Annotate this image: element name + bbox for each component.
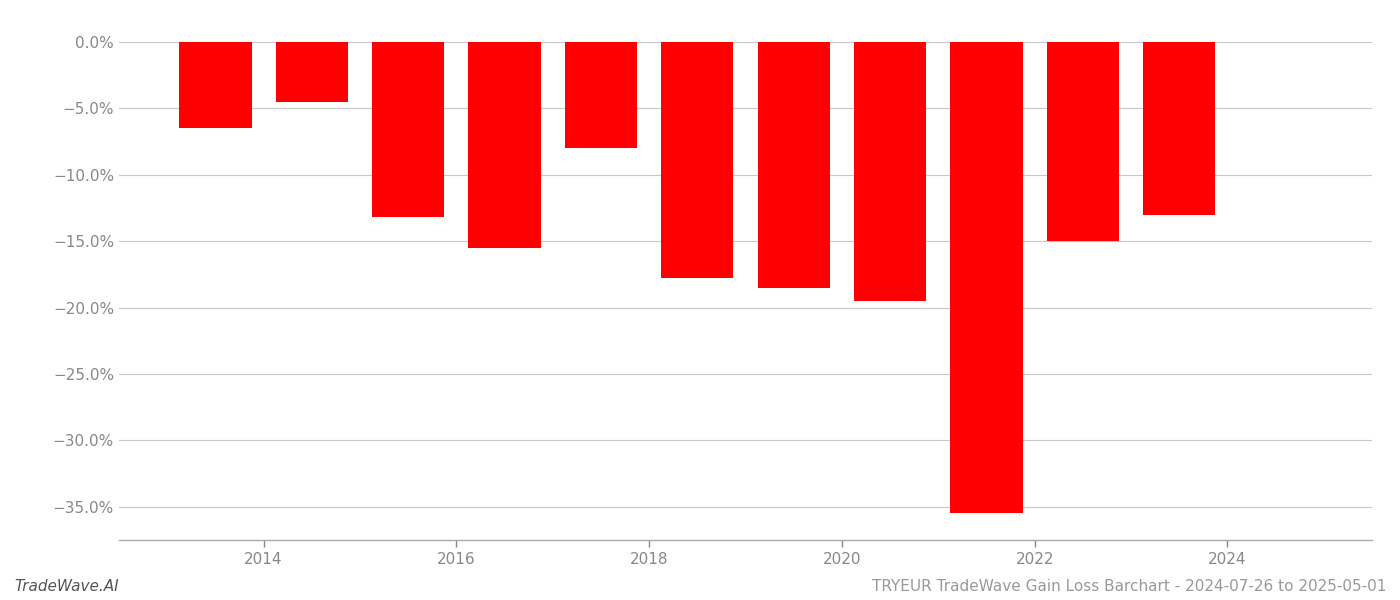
Bar (564, 42, 637, 148)
Text: TRYEUR TradeWave Gain Loss Barchart - 2024-07-26 to 2025-05-01: TRYEUR TradeWave Gain Loss Barchart - 20… (872, 579, 1386, 594)
Bar (469, 42, 540, 248)
Bar (1142, 42, 1215, 215)
Bar (276, 42, 349, 101)
Bar (757, 42, 830, 287)
Bar (854, 42, 927, 301)
Text: TradeWave.AI: TradeWave.AI (14, 579, 119, 594)
Bar (179, 42, 252, 128)
Bar (951, 42, 1022, 514)
Bar (661, 42, 734, 278)
Bar (372, 42, 444, 217)
Bar (1047, 42, 1119, 241)
